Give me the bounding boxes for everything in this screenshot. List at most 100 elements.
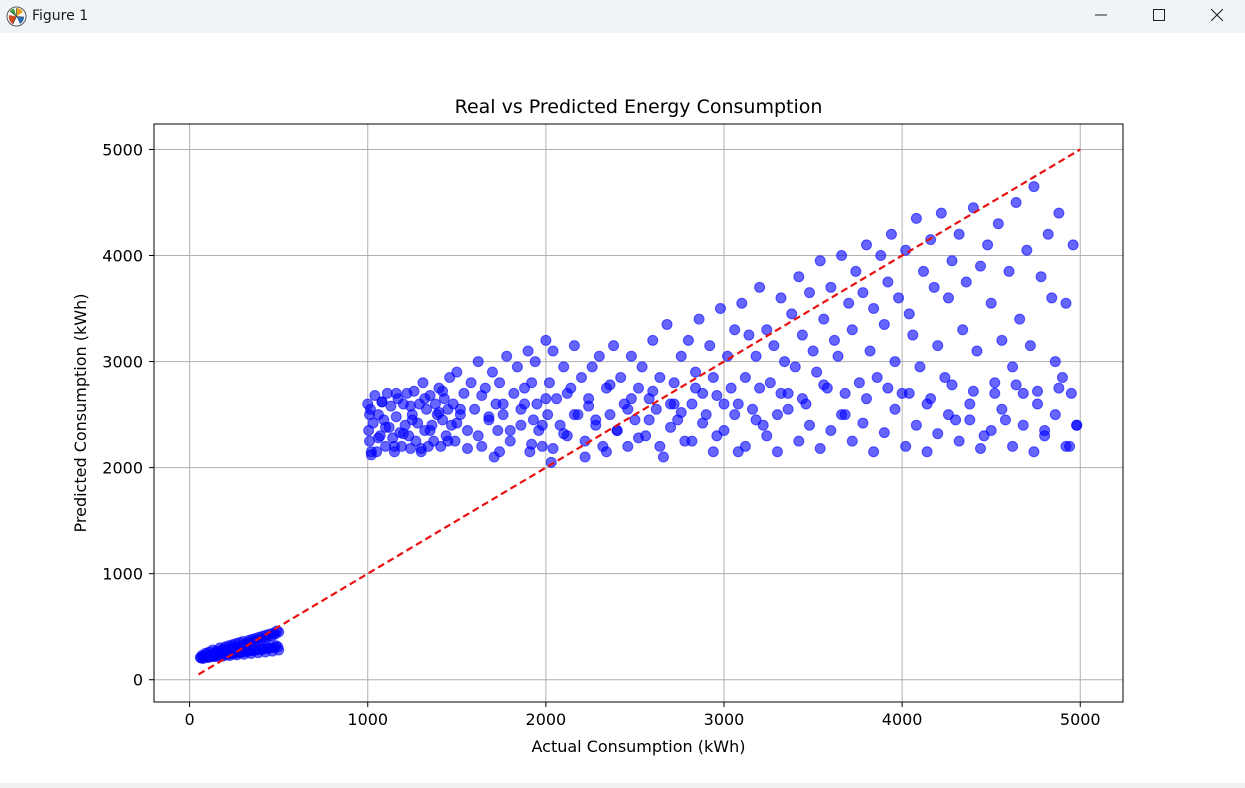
data-point	[964, 414, 976, 426]
data-point	[853, 377, 865, 389]
data-point	[743, 329, 755, 341]
data-point	[1049, 409, 1061, 421]
data-point	[661, 318, 673, 330]
data-point	[975, 260, 986, 272]
data-point	[804, 287, 815, 299]
reference-line	[197, 148, 1081, 676]
data-point	[935, 207, 947, 219]
data-point	[875, 250, 887, 262]
data-point	[388, 440, 400, 452]
data-point	[1056, 371, 1068, 383]
data-point	[861, 393, 872, 405]
data-point	[540, 334, 552, 346]
data-point	[543, 377, 555, 389]
data-point	[971, 345, 983, 357]
data-point	[992, 218, 1004, 230]
data-point	[771, 409, 783, 421]
data-point	[878, 427, 890, 439]
data-point	[633, 382, 644, 394]
data-point	[622, 403, 634, 415]
data-point	[836, 409, 848, 421]
data-point	[836, 250, 848, 262]
data-point	[832, 350, 844, 362]
x-tick-label: 4000	[882, 710, 923, 729]
data-point	[736, 297, 748, 309]
data-point	[1021, 244, 1033, 256]
data-point	[711, 390, 723, 402]
data-point	[424, 424, 436, 436]
data-point	[900, 440, 912, 452]
data-point	[814, 255, 826, 267]
data-point	[999, 414, 1011, 426]
data-point	[825, 424, 837, 436]
data-point	[825, 281, 837, 293]
data-point	[729, 409, 741, 421]
close-button[interactable]	[1188, 0, 1245, 30]
data-point	[625, 350, 637, 362]
data-point	[989, 387, 1001, 399]
data-point	[625, 393, 637, 405]
x-tick-label: 3000	[704, 710, 745, 729]
data-point	[492, 424, 504, 436]
y-tick-label: 1000	[102, 565, 143, 584]
window-titlebar: Figure 1	[0, 0, 1245, 33]
data-point	[942, 292, 954, 304]
data-point	[1028, 181, 1040, 193]
data-point	[1039, 430, 1051, 442]
data-point	[385, 400, 397, 412]
data-point	[704, 340, 716, 352]
data-point	[494, 377, 506, 389]
data-point	[668, 377, 680, 389]
data-point	[529, 356, 541, 368]
data-point	[454, 403, 466, 415]
data-point	[864, 345, 876, 357]
data-point	[380, 421, 392, 433]
close-icon	[1211, 9, 1223, 21]
data-point	[942, 409, 954, 421]
data-point	[405, 400, 416, 412]
data-point	[476, 440, 488, 452]
window-title: Figure 1	[32, 8, 89, 24]
data-point	[365, 446, 377, 458]
minimize-button[interactable]	[1072, 0, 1130, 30]
data-point	[686, 398, 698, 410]
data-point	[846, 324, 858, 336]
data-point	[718, 398, 730, 410]
data-point	[636, 361, 648, 373]
data-point	[732, 398, 744, 410]
data-point	[857, 417, 869, 429]
data-point	[761, 324, 773, 336]
maximize-button[interactable]	[1130, 0, 1188, 30]
data-point	[1017, 419, 1029, 431]
data-point	[406, 414, 418, 426]
data-point	[786, 308, 798, 320]
data-point	[668, 398, 680, 410]
data-point	[939, 371, 951, 383]
y-tick-label: 4000	[102, 247, 143, 266]
figure-canvas: 0 1000 2000 3000 4000 5000 0 1000 2000 3000 4000 50…	[0, 33, 1245, 783]
data-point	[372, 432, 384, 444]
data-point	[921, 446, 933, 458]
data-point	[764, 377, 776, 389]
data-point	[458, 387, 470, 399]
minimize-icon	[1095, 14, 1107, 16]
data-point	[526, 438, 538, 450]
data-point	[907, 329, 919, 341]
data-point	[985, 297, 997, 309]
data-point	[568, 409, 580, 421]
data-point	[536, 440, 548, 452]
data-point	[878, 318, 890, 330]
data-point	[497, 409, 509, 421]
data-point	[647, 385, 659, 397]
data-point	[1007, 361, 1019, 373]
data-point	[504, 435, 516, 447]
data-point	[690, 366, 701, 378]
data-point	[376, 396, 388, 408]
data-point	[910, 212, 922, 224]
data-point	[408, 385, 420, 397]
data-point	[750, 350, 762, 362]
data-point	[542, 409, 554, 421]
data-point	[707, 371, 719, 383]
data-point	[914, 361, 926, 373]
data-point	[437, 385, 449, 397]
